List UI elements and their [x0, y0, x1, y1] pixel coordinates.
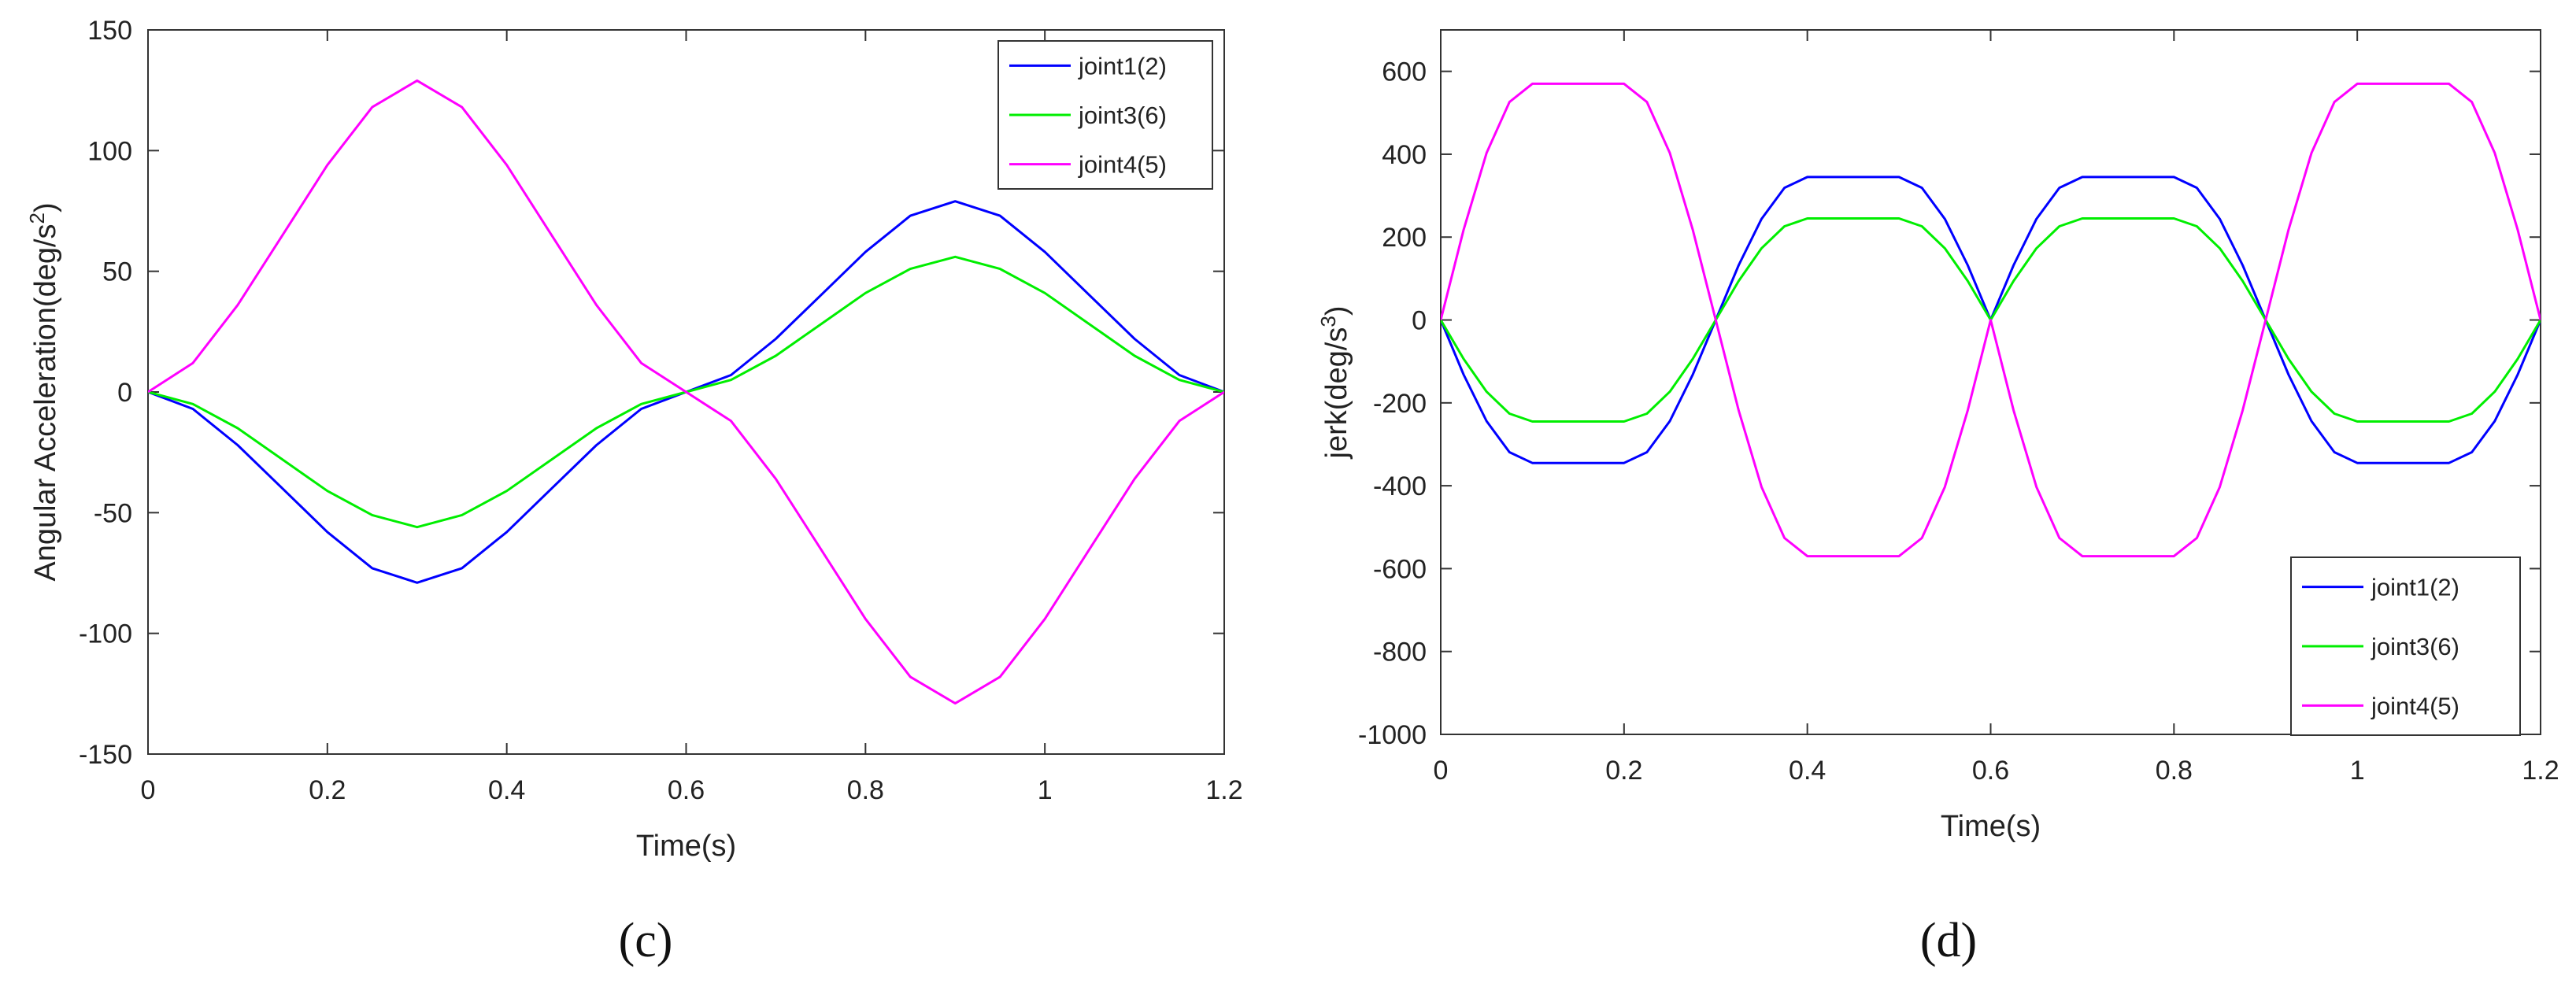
x-tick-label: 1.2	[1205, 775, 1242, 805]
y-tick-label: 400	[1382, 140, 1427, 170]
y-tick-label: -150	[79, 740, 132, 770]
legend-label: joint4(5)	[1078, 151, 1167, 179]
x-tick-label: 0.8	[847, 775, 884, 805]
x-tick-label: 0.8	[2156, 756, 2193, 786]
y-tick-label: -100	[79, 619, 132, 649]
series-line-joint45	[148, 79, 1224, 705]
y-tick-label: 0	[1412, 306, 1427, 336]
legend-label: joint1(2)	[1078, 52, 1167, 79]
x-axis-label: Time(s)	[636, 830, 736, 863]
y-tick-label: -800	[1373, 638, 1427, 667]
x-tick-label: 0	[1434, 756, 1449, 786]
chart-panel-d: 0 0.2 0.4 0.6 0.8 1 1.2 -1000 -800 -600 -400 -200 0 2…	[1316, 29, 2559, 967]
y-tick-label: -50	[94, 498, 132, 528]
x-tick-label: 1.2	[2522, 756, 2559, 786]
y-axis-label-main: Angular Acceleration(deg/s	[29, 224, 62, 581]
x-axis-label: Time(s)	[1941, 810, 2041, 843]
y-tick-label: 100	[87, 136, 132, 166]
x-tick-label: 1	[2350, 756, 2365, 786]
legend-label: joint1(2)	[2371, 574, 2459, 601]
legend-label: joint3(6)	[2371, 633, 2459, 660]
y-tick-label: 600	[1382, 57, 1427, 87]
y-axis-label-sup: 3	[1316, 316, 1340, 327]
y-tick-label: 0	[117, 378, 132, 408]
x-tick-label: 0.2	[309, 775, 346, 805]
x-tick-label: 1	[1038, 775, 1053, 805]
x-tick-label: 0.6	[1972, 756, 2009, 786]
y-tick-label: -600	[1373, 554, 1427, 584]
y-axis-label-sup: 2	[25, 213, 49, 224]
y-tick-label: -400	[1373, 471, 1427, 501]
x-tick-label: 0	[141, 775, 156, 805]
y-axis-label: jerk(deg/s3)	[1316, 306, 1353, 460]
x-tick-label: 0.2	[1605, 756, 1642, 786]
y-tick-label: 200	[1382, 223, 1427, 253]
x-tick-label: 0.6	[668, 775, 705, 805]
y-tick-label: -1000	[1358, 720, 1427, 750]
series-line-joint45	[1441, 82, 2541, 558]
panel-label: (d)	[1920, 914, 1977, 967]
y-axis-label-tail: )	[1320, 306, 1353, 316]
y-axis-label-tail: )	[29, 202, 62, 213]
y-tick-label: -200	[1373, 389, 1427, 419]
legend-label: joint3(6)	[1078, 102, 1167, 129]
y-tick-label: 150	[87, 16, 132, 46]
y-axis-label: Angular Acceleration(deg/s2)	[25, 202, 62, 581]
y-axis-label-main: jerk(deg/s	[1320, 327, 1353, 460]
legend-label: joint4(5)	[2371, 692, 2459, 719]
y-tick-label: 50	[102, 257, 132, 287]
panel-label: (c)	[619, 914, 673, 967]
x-tick-label: 0.4	[1789, 756, 1826, 786]
chart-panel-c: 0 0.2 0.4 0.6 0.8 1 1.2 -150 -100 -50 0 50 100 150 joi…	[25, 16, 1243, 967]
x-tick-label: 0.4	[488, 775, 525, 805]
